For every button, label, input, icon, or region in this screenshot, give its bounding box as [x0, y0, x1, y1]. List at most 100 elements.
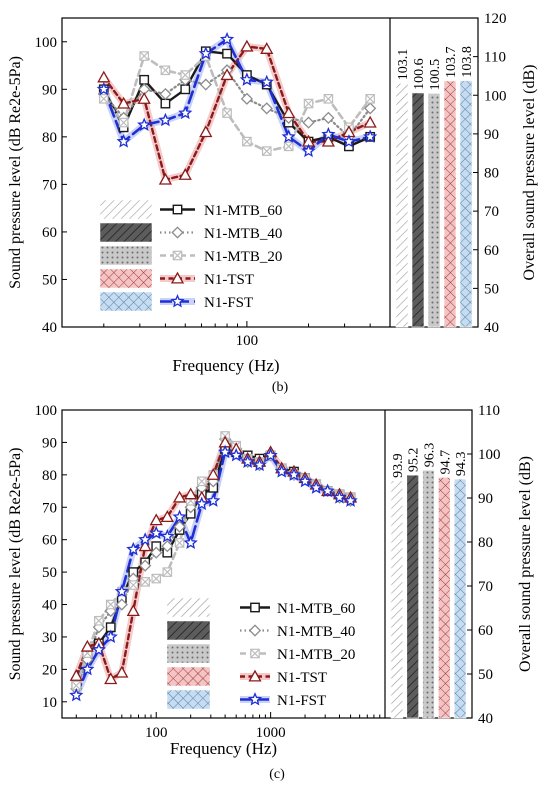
legend-swatch-mtb60 [166, 597, 211, 618]
legend-marker-mtb40 [248, 624, 262, 637]
bar-value-label: 103.1 [396, 49, 411, 81]
marker-fst [252, 457, 267, 472]
legend-marker-mtb60 [250, 602, 260, 613]
legend-marker-tst [170, 271, 185, 284]
y-tick-label: 100 [35, 35, 58, 51]
legend-swatch-mtb40 [99, 222, 153, 243]
legend-label: N1-TST [204, 272, 254, 288]
marker-fst [114, 584, 129, 598]
legend-label: N1-MTB_20 [204, 249, 282, 265]
marker-mtb40 [150, 546, 163, 559]
marker-mtb20 [261, 146, 272, 156]
marker-fst [343, 493, 358, 507]
marker-fst [138, 532, 153, 546]
y-tick-label: 90 [42, 435, 57, 451]
marker-mtb60 [139, 74, 150, 85]
y-tick-label: 60 [42, 225, 57, 241]
legend-marker-tst [248, 669, 262, 682]
marker-mtb20 [94, 615, 104, 626]
marker-mtb20-cross [365, 94, 375, 104]
marker-tst [158, 172, 173, 185]
overall-bars: 103.1 100.6 100.5 103.7 103.8 [395, 46, 475, 328]
y-tick-label: 30 [42, 630, 57, 646]
marker-mtb40 [364, 102, 377, 115]
marker-fst [172, 509, 187, 524]
marker-fst [363, 129, 378, 143]
bar-value-label: 100.6 [412, 58, 427, 90]
y-tick-label: 50 [42, 272, 57, 288]
marker-mtb20-cross [71, 680, 81, 691]
marker-mtb40 [260, 102, 273, 115]
marker-mtb40 [115, 598, 128, 611]
marker-fst [219, 31, 235, 46]
marker-tst [363, 115, 377, 128]
y2-tick-label: 50 [478, 667, 493, 683]
y2-axis-label: Overall sound pressure level (dB) [521, 65, 538, 281]
marker-fst [309, 480, 324, 494]
marker-fst [183, 535, 198, 549]
legend-swatch-mtb20 [99, 245, 153, 266]
marker-tst [137, 91, 151, 104]
marker-mtb40 [139, 559, 152, 572]
marker-fst [263, 447, 278, 462]
marker-fst [321, 126, 336, 141]
legend-marker-mtb20-cross [250, 648, 260, 659]
x-axis-ticks: 100 1000 [75, 712, 386, 741]
y2-tick-label: 100 [478, 447, 501, 463]
marker-mtb20-cross [284, 141, 294, 151]
legend-swatch-fst [166, 689, 211, 710]
marker-tst [117, 96, 131, 109]
marker-fst [178, 105, 193, 120]
legend-swatch-tst [99, 268, 153, 289]
y2-tick-label: 110 [478, 403, 500, 419]
y-tick-label: 50 [42, 565, 57, 581]
marker-tst [260, 42, 274, 54]
y-axis-label: Sound pressure level (dB Re2e-5Pa) [7, 56, 24, 289]
marker-mtb20 [196, 476, 207, 487]
x-axis-label: Frequency (Hz) [170, 739, 277, 758]
marker-mtb20 [98, 94, 109, 104]
marker-fst [69, 687, 84, 702]
y2-tick-label: 90 [484, 127, 499, 143]
marker-mtb20 [283, 141, 294, 152]
marker-fst [274, 464, 289, 478]
bar-value-label: 103.8 [460, 46, 475, 78]
markers-fst [69, 444, 358, 702]
bar-mtb20 [427, 93, 441, 328]
marker-mtb20-cross [262, 146, 272, 156]
bar-value-label: 96.3 [423, 443, 438, 468]
marker-tst [172, 490, 187, 503]
y2-tick-label: 60 [478, 623, 493, 639]
bar-tst [438, 477, 451, 719]
y-tick-label: 100 [35, 403, 58, 419]
y-tick-label: 70 [42, 500, 57, 516]
x-axis-label: Frequency (Hz) [172, 356, 279, 375]
marker-fst [194, 496, 209, 511]
marker-fst [206, 493, 221, 507]
marker-mtb20 [160, 65, 171, 76]
legend-swatch-mtb60 [99, 199, 153, 220]
marker-tst [69, 669, 83, 681]
panel-label: (c) [269, 767, 285, 782]
panel-1: 10 20 30 40 50 60 70 80 90 100 40 50 60 70 80 90 100 110 1… [7, 403, 534, 782]
x-axis-ticks: 100 [103, 321, 391, 349]
marker-tst [80, 639, 94, 652]
marker-tst [126, 604, 140, 617]
legend-marker-mtb20 [250, 648, 260, 659]
marker-fst [80, 661, 95, 676]
markers-fst [96, 31, 378, 158]
marker-mtb60 [180, 84, 191, 95]
marker-mtb20 [140, 577, 150, 587]
marker-mtb20-cross [106, 599, 116, 610]
legend: N1-MTB_60 N1-MTB_40 N1-MTB_20 N1-TST N1-FST [166, 597, 355, 710]
marker-fst [91, 642, 106, 656]
legend-marker-mtb20 [172, 250, 183, 261]
y2-tick-label: 100 [484, 88, 507, 104]
y2-tick-label: 40 [484, 320, 499, 336]
y2-tick-label: 80 [478, 535, 493, 551]
y2-tick-label: 90 [478, 491, 493, 507]
series-lines [69, 431, 358, 702]
marker-mtb40 [302, 116, 315, 129]
bar-value-label: 93.9 [391, 453, 406, 478]
